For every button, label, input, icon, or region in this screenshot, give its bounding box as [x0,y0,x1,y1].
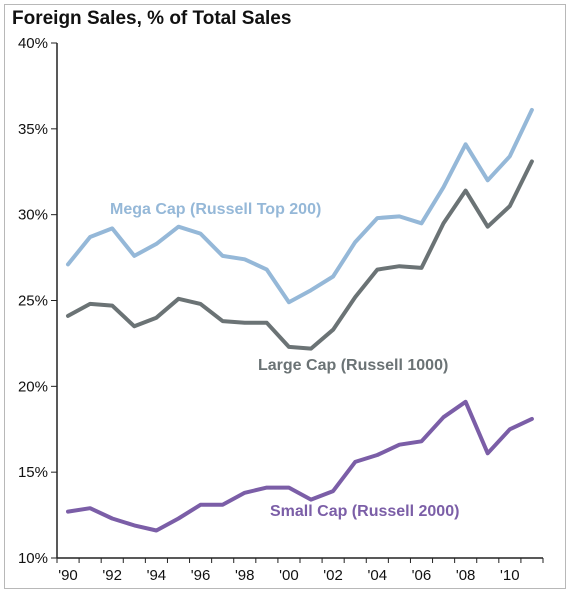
axes: 10% 15% 20% 25% 30% 35% 40% '90 '92 '94 '96 '98 '00 '… [18,35,544,584]
series-lines [66,107,534,533]
y-tick-label: 25% [18,293,48,310]
x-tick-label: '10 [500,567,520,584]
x-tick-label: '90 [58,567,78,584]
y-tick-label: 30% [18,207,48,224]
series-labels: Mega Cap (Russell Top 200) Large Cap (Rus… [110,201,459,520]
y-tick-label: 40% [18,35,48,52]
x-tick-label: '94 [147,567,167,584]
series-line [66,107,534,305]
series-label: Mega Cap (Russell Top 200) [110,201,321,218]
series-line [66,159,534,351]
x-tick-label: '96 [191,567,211,584]
x-tick-label: '04 [367,567,387,584]
x-tick-label: '98 [235,567,255,584]
x-tick-label: '00 [279,567,299,584]
y-tick-label: 15% [18,464,48,481]
series-label: Small Cap (Russell 2000) [270,503,459,520]
series-line [66,399,534,533]
x-tick-label: '08 [456,567,476,584]
x-tick-label: '92 [102,567,122,584]
series-label: Large Cap (Russell 1000) [258,357,448,374]
y-tick-label: 20% [18,378,48,395]
chart-title: Foreign Sales, % of Total Sales [12,8,292,29]
x-tick-label: '06 [412,567,432,584]
x-tick-label: '02 [323,567,343,584]
y-tick-label: 10% [18,550,48,567]
y-tick-label: 35% [18,121,48,138]
